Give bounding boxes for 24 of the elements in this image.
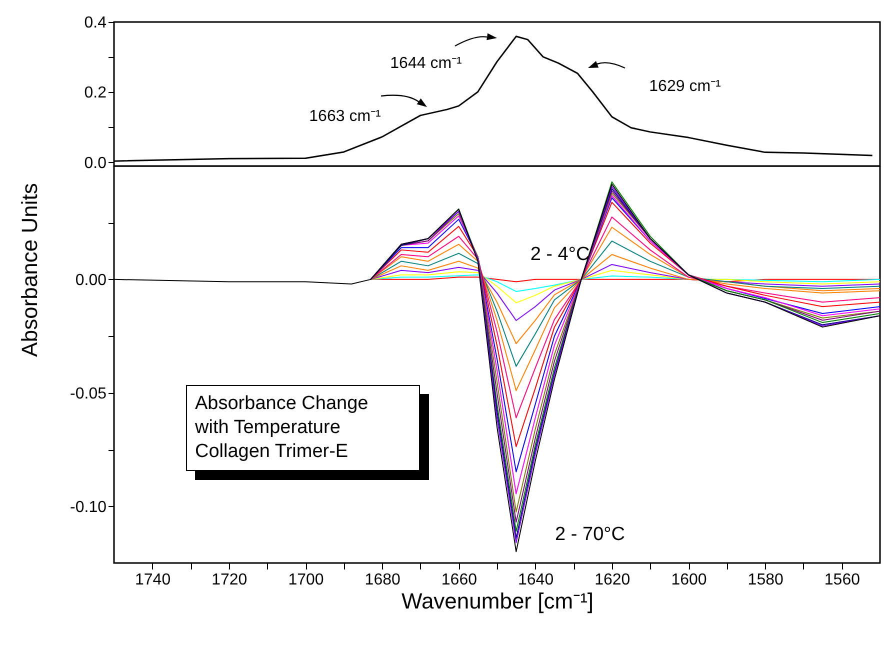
x-axis-title: Wavenumber [cm⁻¹]: [401, 588, 594, 614]
x-tick-label: 1700: [288, 572, 324, 588]
y-axis-title: Absorbance Units: [17, 183, 43, 357]
y-tick-label: 0.0: [84, 154, 107, 172]
x-tick-label: 1740: [135, 572, 171, 588]
y-tick-label: 0.00: [75, 272, 107, 289]
x-tick-label: 1620: [594, 572, 630, 588]
x-tick-label: 1640: [518, 572, 554, 588]
annotation: 1644 cm⁻¹: [390, 54, 462, 73]
annotation: 1663 cm⁻¹: [309, 107, 381, 126]
x-tick-label: 1680: [364, 572, 400, 588]
x-tick-label: 1580: [748, 572, 784, 588]
annotation: Absorbance Change with Temperature Collagen Trimer-E: [186, 385, 420, 471]
y-tick-label: -0.05: [70, 385, 107, 402]
y-tick-label: 0.2: [84, 84, 107, 102]
annotation: 2 - 4°C: [530, 244, 590, 266]
x-tick-label: 1600: [671, 572, 707, 588]
annotation: 1629 cm⁻¹: [649, 77, 721, 96]
x-tick-label: 1720: [212, 572, 248, 588]
y-tick-label: 0.4: [84, 14, 107, 32]
x-tick-label: 1660: [441, 572, 478, 588]
annotation: 2 - 70°C: [555, 524, 625, 546]
y-tick-label: -0.10: [70, 498, 107, 516]
x-tick-label: 1560: [824, 572, 860, 588]
